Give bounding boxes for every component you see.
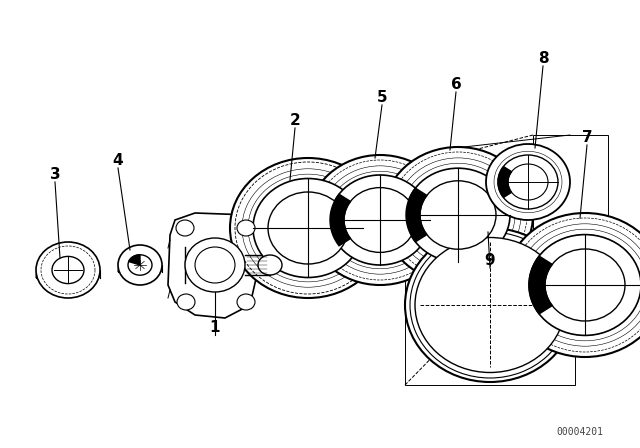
Ellipse shape — [529, 235, 640, 336]
Ellipse shape — [258, 255, 282, 275]
Polygon shape — [129, 255, 140, 265]
Text: 00004201: 00004201 — [557, 427, 604, 437]
Polygon shape — [330, 194, 351, 246]
Polygon shape — [406, 188, 427, 242]
Ellipse shape — [118, 245, 162, 285]
Ellipse shape — [330, 175, 430, 265]
Ellipse shape — [308, 155, 452, 285]
Text: 9: 9 — [484, 253, 495, 268]
Ellipse shape — [405, 228, 575, 382]
Ellipse shape — [176, 220, 194, 236]
Ellipse shape — [508, 164, 548, 200]
Ellipse shape — [52, 256, 84, 284]
Text: 1: 1 — [210, 320, 220, 335]
Ellipse shape — [128, 255, 152, 275]
Bar — [405, 240, 575, 385]
Ellipse shape — [237, 220, 255, 236]
Ellipse shape — [498, 155, 558, 209]
Ellipse shape — [545, 249, 625, 321]
Text: 3: 3 — [50, 167, 60, 182]
Ellipse shape — [237, 294, 255, 310]
Polygon shape — [498, 167, 511, 198]
Ellipse shape — [505, 213, 640, 357]
Ellipse shape — [195, 247, 235, 283]
Text: 4: 4 — [113, 153, 124, 168]
Ellipse shape — [420, 181, 496, 249]
Ellipse shape — [406, 168, 510, 262]
Text: 6: 6 — [451, 77, 461, 92]
Ellipse shape — [185, 238, 245, 292]
Ellipse shape — [253, 178, 363, 277]
Bar — [533, 135, 608, 295]
Text: 7: 7 — [582, 130, 592, 145]
Ellipse shape — [36, 242, 100, 298]
Text: 5: 5 — [377, 90, 387, 105]
Ellipse shape — [415, 237, 565, 372]
Ellipse shape — [486, 144, 570, 220]
Polygon shape — [168, 213, 258, 318]
Text: 2: 2 — [290, 113, 300, 128]
Ellipse shape — [268, 192, 348, 264]
Ellipse shape — [383, 147, 533, 283]
Ellipse shape — [230, 158, 386, 298]
Ellipse shape — [177, 294, 195, 310]
Ellipse shape — [344, 188, 416, 252]
Polygon shape — [529, 256, 552, 314]
Text: 8: 8 — [538, 51, 548, 66]
